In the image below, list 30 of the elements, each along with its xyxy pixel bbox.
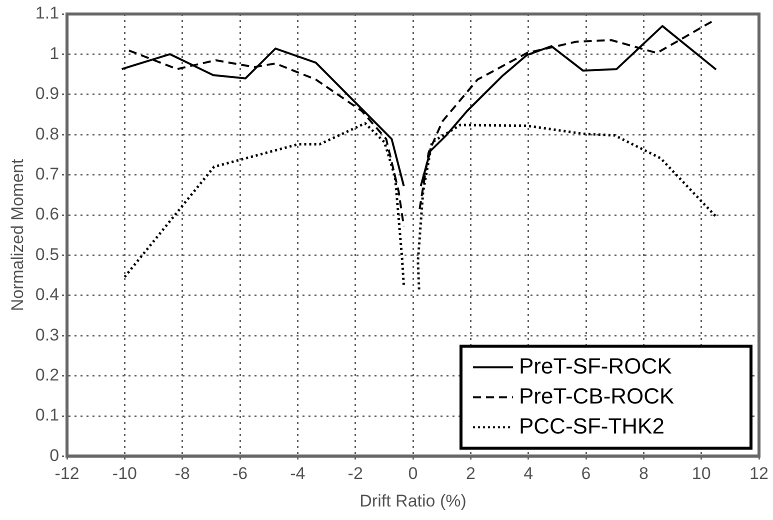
y-tick-label: 0.7	[35, 164, 60, 184]
y-tick-label: 0.1	[35, 406, 60, 425]
x-tick-label: -12	[54, 464, 80, 484]
y-tick-label: 0.6	[35, 204, 60, 224]
y-tick-label: 0.4	[35, 285, 60, 304]
x-axis-title: Drift Ratio (%)	[360, 491, 466, 510]
x-tick-label: 12	[750, 464, 768, 484]
y-tick-label: 0.3	[35, 325, 60, 344]
y-tick-label: 0.2	[35, 365, 60, 384]
x-tick-label: 2	[466, 464, 476, 484]
legend-label: PCC-SF-THK2	[519, 413, 664, 438]
y-tick-label: 1.1	[35, 4, 60, 23]
y-tick-label: 1	[50, 44, 60, 63]
x-tick-label: -10	[112, 464, 137, 484]
y-tick-label: 0.8	[35, 124, 60, 144]
x-tick-label: 8	[638, 464, 648, 484]
x-tick-label: 4	[524, 464, 534, 484]
y-axis-title: Normalized Moment	[8, 158, 27, 312]
x-tick-label: -8	[174, 464, 190, 484]
x-tick-label: -6	[232, 464, 248, 484]
x-tick-label: 10	[692, 464, 711, 484]
x-tick-label: -4	[290, 464, 306, 484]
y-tick-label: 0	[50, 446, 60, 465]
legend-label: PreT-SF-ROCK	[519, 353, 672, 378]
x-tick-label: 0	[408, 464, 418, 484]
x-tick-label: -2	[348, 464, 363, 484]
y-tick-label: 0.5	[35, 244, 60, 264]
x-tick-label: 6	[581, 464, 591, 484]
y-tick-label: 0.9	[35, 84, 60, 104]
legend-label: PreT-CB-ROCK	[519, 383, 675, 408]
